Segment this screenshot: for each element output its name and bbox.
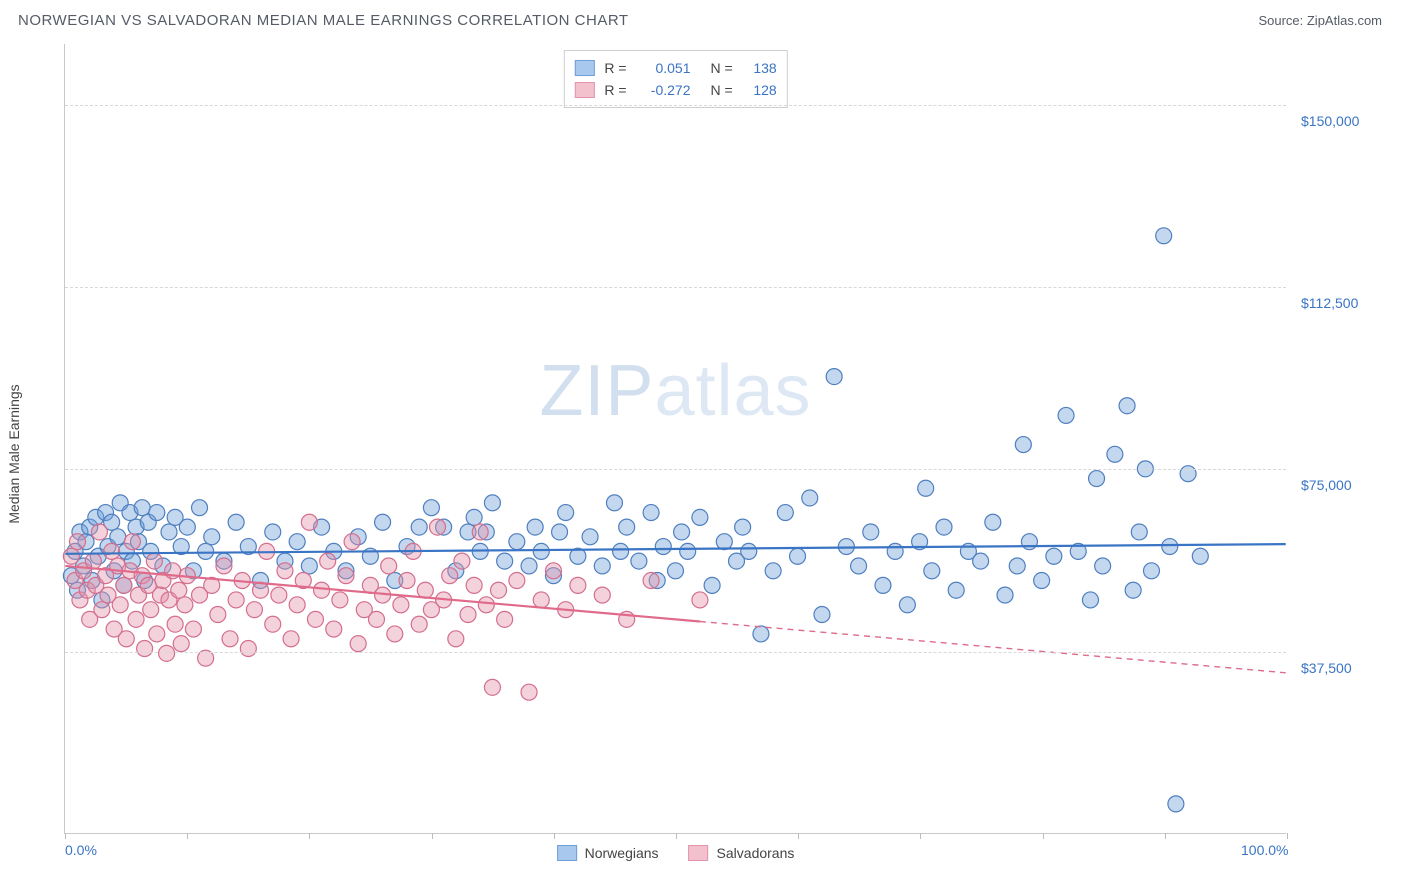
stats-n-value: 128 <box>743 79 777 101</box>
stats-r-label: R = <box>604 79 626 101</box>
stats-r-value: -0.272 <box>637 79 691 101</box>
x-tick <box>920 833 921 839</box>
legend-label: Salvadorans <box>717 845 795 861</box>
legend-item: Salvadorans <box>689 845 795 861</box>
stats-row: R = 0.051 N = 138 <box>574 57 776 79</box>
source-attribution: Source: ZipAtlas.com <box>1258 13 1382 28</box>
stats-swatch <box>574 60 594 76</box>
legend: Norwegians Salvadorans <box>557 845 795 861</box>
legend-swatch <box>557 845 577 861</box>
y-tick-label: $150,000 <box>1301 113 1359 129</box>
legend-swatch <box>689 845 709 861</box>
trend-line-extrapolated <box>700 621 1286 672</box>
x-tick <box>676 833 677 839</box>
x-tick <box>65 833 66 839</box>
x-tick-label: 100.0% <box>1241 842 1346 858</box>
gridline <box>65 105 1286 106</box>
legend-label: Norwegians <box>585 845 659 861</box>
stats-n-value: 138 <box>743 57 777 79</box>
stats-n-label: N = <box>711 79 733 101</box>
stats-swatch <box>574 82 594 98</box>
gridline <box>65 652 1286 653</box>
x-tick <box>309 833 310 839</box>
y-tick-label: $37,500 <box>1301 660 1352 676</box>
trend-lines-layer <box>65 44 1286 833</box>
x-tick <box>187 833 188 839</box>
x-tick <box>554 833 555 839</box>
y-axis-label: Median Male Earnings <box>6 384 22 523</box>
x-tick <box>798 833 799 839</box>
stats-r-label: R = <box>604 57 626 79</box>
y-tick-label: $112,500 <box>1301 295 1358 311</box>
chart-title: NORWEGIAN VS SALVADORAN MEDIAN MALE EARN… <box>18 12 629 29</box>
x-tick <box>1165 833 1166 839</box>
stats-r-value: 0.051 <box>637 57 691 79</box>
stats-row: R = -0.272 N = 128 <box>574 79 776 101</box>
y-tick-label: $75,000 <box>1301 477 1352 493</box>
correlation-stats-box: R = 0.051 N = 138 R = -0.272 N = 128 <box>563 50 787 108</box>
trend-line <box>65 544 1285 554</box>
x-tick-label: 0.0% <box>65 842 97 858</box>
stats-n-label: N = <box>711 57 733 79</box>
x-tick <box>432 833 433 839</box>
x-tick <box>1043 833 1044 839</box>
gridline <box>65 287 1286 288</box>
plot-area: ZIPatlas R =0.051N =138R =-0.272N =128 N… <box>64 44 1286 834</box>
gridline <box>65 469 1286 470</box>
legend-item: Norwegians <box>557 845 659 861</box>
chart-container: Median Male Earnings ZIPatlas R =0.051N … <box>18 44 1388 864</box>
trend-line <box>65 566 700 622</box>
x-tick <box>1287 833 1288 839</box>
